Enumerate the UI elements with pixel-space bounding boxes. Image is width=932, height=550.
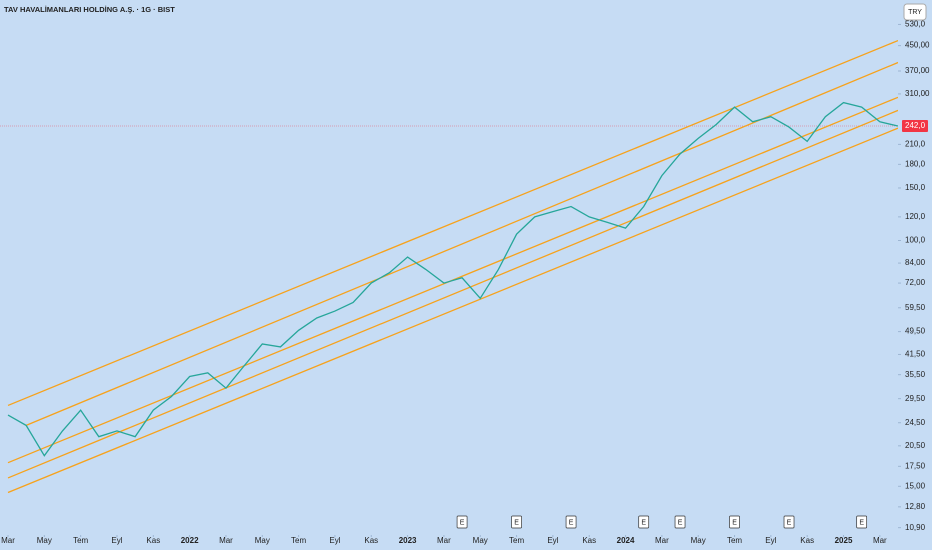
y-tick-label: 15,00 <box>905 481 926 490</box>
earnings-marker <box>638 515 650 529</box>
x-tick-label: Mar <box>1 536 15 545</box>
x-tick-label: May <box>37 536 52 545</box>
x-tick-label: 2023 <box>399 536 417 545</box>
x-tick-label: Tem <box>73 536 88 545</box>
x-tick-label: Tem <box>727 536 742 545</box>
x-tick-label: Mar <box>873 536 887 545</box>
y-tick-label: 120,0 <box>905 212 926 221</box>
channel-line <box>7 39 898 407</box>
y-tick-label: 84,00 <box>905 258 926 267</box>
earnings-label: E <box>569 519 574 526</box>
x-tick-label: Kas <box>364 536 378 545</box>
earnings-marker <box>456 515 468 529</box>
earnings-label: E <box>732 519 737 526</box>
earnings-label: E <box>514 519 519 526</box>
earnings-marker <box>511 515 522 529</box>
y-tick-label: 100,0 <box>905 236 926 245</box>
x-tick-label: May <box>691 536 706 545</box>
x-tick-label: Kas <box>146 536 160 545</box>
x-tick-label: 2022 <box>181 536 199 545</box>
y-tick-label: 180,0 <box>905 159 926 168</box>
x-tick-label: Tem <box>291 536 306 545</box>
earnings-label: E <box>859 519 864 526</box>
y-tick-label: 41,50 <box>905 350 926 359</box>
y-tick-label: 210,0 <box>905 139 926 148</box>
earnings-label: E <box>787 519 792 526</box>
earnings-marker <box>674 515 686 529</box>
plot <box>0 39 898 494</box>
x-tick-label: Mar <box>219 536 233 545</box>
earnings-marker <box>565 515 577 529</box>
earnings-marker <box>856 515 868 529</box>
x-tick-label: Mar <box>437 536 451 545</box>
x-tick-label: Mar <box>655 536 669 545</box>
earnings-marker <box>783 515 795 529</box>
y-tick-label: 10,90 <box>905 523 926 532</box>
x-tick-label: May <box>473 536 488 545</box>
y-tick-label: 59,50 <box>905 303 926 312</box>
x-tick-label: Kas <box>800 536 814 545</box>
y-tick-label: 24,50 <box>905 418 926 427</box>
channel-line <box>7 109 898 479</box>
currency-label: TRY <box>908 9 922 16</box>
earnings-label: E <box>460 519 465 526</box>
x-tick-label: 2025 <box>835 536 853 545</box>
y-tick-label: 450,00 <box>905 41 930 50</box>
x-tick-label: May <box>255 536 270 545</box>
y-tick-label: 150,0 <box>905 183 926 192</box>
earnings-label: E <box>641 519 646 526</box>
y-tick-label: 17,50 <box>905 461 926 470</box>
x-tick-label: Tem <box>509 536 524 545</box>
last-price-box <box>902 120 928 133</box>
y-tick-label: 370,00 <box>905 66 930 75</box>
y-tick-label: 20,50 <box>905 441 926 450</box>
last-price-label: 242,0 <box>905 121 926 130</box>
x-tick-label: Kas <box>582 536 596 545</box>
x-tick-label: Eyl <box>329 536 340 545</box>
earnings-label: E <box>678 519 683 526</box>
earnings-marker <box>729 515 740 529</box>
x-tick-label: Eyl <box>547 536 558 545</box>
y-tick-label: 29,50 <box>905 394 926 403</box>
y-tick-label: 12,80 <box>905 502 926 511</box>
channel-line <box>25 61 898 427</box>
y-tick-label: 72,00 <box>905 278 926 287</box>
currency-button[interactable] <box>903 3 927 21</box>
y-tick-label: 530,0 <box>905 20 926 29</box>
x-tick-label: Eyl <box>111 536 122 545</box>
x-tick-label: Eyl <box>765 536 776 545</box>
chart-title: TAV HAVALİMANLARI HOLDİNG A.Ş. · 1G · BI… <box>4 5 175 14</box>
y-tick-label: 35,50 <box>905 370 926 379</box>
x-tick-label: 2024 <box>617 536 635 545</box>
y-tick-label: 49,50 <box>905 327 926 336</box>
price-line <box>7 101 898 457</box>
y-tick-label: 310,00 <box>905 89 930 98</box>
channel-line <box>7 127 898 494</box>
